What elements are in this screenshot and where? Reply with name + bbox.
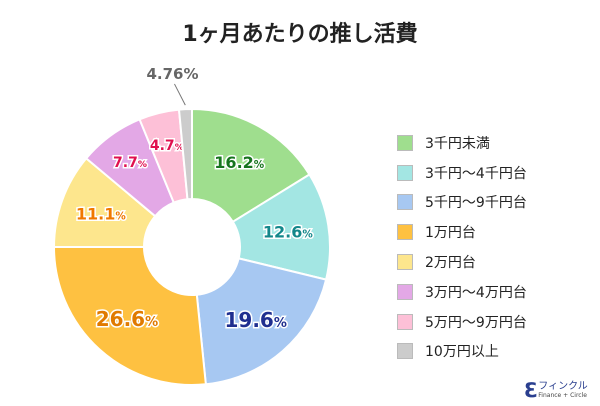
legend-label: 10万円以上 xyxy=(425,344,499,361)
legend-swatch xyxy=(397,254,413,271)
slice-label-7: 4.76% xyxy=(146,65,198,83)
legend-item: 3千円未満 xyxy=(397,128,527,158)
logo-subtitle: Finance + Circle xyxy=(538,391,587,399)
slice-7 xyxy=(177,107,193,201)
legend-label: 2万円台 xyxy=(425,255,476,272)
slice-label-3: 26.6% xyxy=(96,307,158,331)
legend-label: 3千円未満 xyxy=(425,135,490,152)
legend-label: 5万円〜9万円台 xyxy=(425,314,527,331)
legend-swatch xyxy=(397,313,413,330)
legend: 3千円未満 3千円〜4千円台 5千円〜9千円台 1万円台 2万円台 3万円〜4万円台 5万円… xyxy=(397,128,527,366)
legend-label: 3万円〜4万円台 xyxy=(425,284,527,301)
logo-mark-icon: ℇ xyxy=(524,378,537,402)
slice-label-2: 19.6% xyxy=(224,308,286,332)
chart-title: 1ヶ月あたりの推し活費 xyxy=(182,22,418,47)
legend-item: 5万円〜9万円台 xyxy=(397,307,527,337)
legend-label: 1万円台 xyxy=(425,225,476,242)
slice-label-5: 7.7% xyxy=(113,155,147,171)
slice-2 xyxy=(195,257,328,386)
legend-swatch xyxy=(397,283,413,300)
legend-label: 3千円〜4千円台 xyxy=(425,165,527,182)
logo: ℇ フィンクル Finance + Circle xyxy=(524,378,588,402)
legend-item: 3万円〜4万円台 xyxy=(397,277,527,307)
leader-line xyxy=(174,83,186,106)
slice-label-1: 12.6% xyxy=(263,222,313,241)
slice-0 xyxy=(191,107,311,224)
logo-name: フィンクル xyxy=(538,380,588,392)
slice-3 xyxy=(52,246,207,386)
slice-label-4: 11.1% xyxy=(76,204,126,223)
slice-label-0: 16.2% xyxy=(214,153,264,172)
legend-item: 2万円台 xyxy=(397,247,527,277)
legend-item: 5千円〜9千円台 xyxy=(397,188,527,218)
legend-item: 10万円以上 xyxy=(397,337,527,367)
legend-item: 3千円〜4千円台 xyxy=(397,158,527,188)
legend-swatch xyxy=(397,224,413,241)
legend-label: 5千円〜9千円台 xyxy=(425,195,527,212)
legend-swatch xyxy=(397,343,413,360)
legend-item: 1万円台 xyxy=(397,217,527,247)
legend-swatch xyxy=(397,164,413,181)
slice-1 xyxy=(231,173,331,281)
legend-swatch xyxy=(397,134,413,151)
legend-swatch xyxy=(397,194,413,211)
